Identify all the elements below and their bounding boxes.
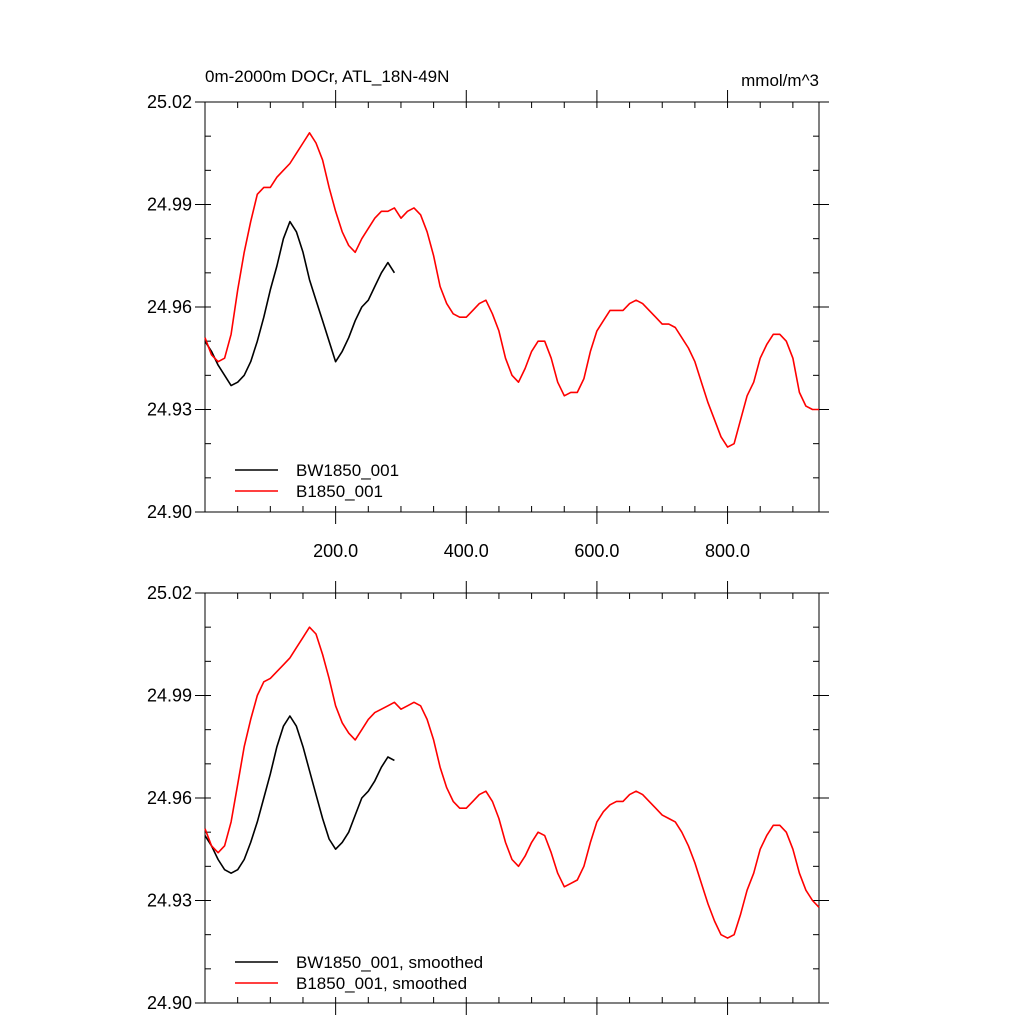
top-chart-units: mmol/m^3 (741, 71, 819, 90)
top-y-tick-label: 24.90 (147, 502, 192, 522)
bottom-y-tick-label: 25.02 (147, 583, 192, 603)
bottom-chart-series (204, 626, 820, 939)
top-chart-title: 0m-2000m DOCr, ATL_18N-49N (205, 67, 449, 86)
bottom-y-tick-label: 24.93 (147, 891, 192, 911)
top-x-tick-label: 200.0 (313, 541, 358, 561)
top-x-tick-label: 600.0 (574, 541, 619, 561)
bottom-y-tick-label: 24.99 (147, 686, 192, 706)
top-chart-legend: BW1850_001 B1850_001 (235, 461, 399, 501)
legend-label-bw1850-001-smoothed: BW1850_001, smoothed (296, 953, 483, 972)
top-series-line-bw1850-001 (204, 220, 396, 387)
legend-label-bw1850-001: BW1850_001 (296, 461, 399, 480)
top-series-line-b1850-001 (204, 132, 819, 448)
top-y-tick-label: 24.93 (147, 400, 192, 420)
legend-label-b1850-001: B1850_001 (296, 482, 383, 501)
top-chart-axes: 24.90 24.93 24.96 24.99 25.02 200.0 400.0 600.0… (147, 90, 829, 561)
top-chart-series (204, 132, 819, 448)
top-x-tick-label: 800.0 (705, 541, 750, 561)
bottom-plot-frame (204, 592, 820, 1004)
top-y-tick-label: 24.99 (147, 195, 192, 215)
bottom-series-line-bw1850-001-smoothed (204, 715, 395, 875)
bottom-series-line-b1850-001-smoothed (204, 626, 820, 939)
bottom-y-tick-label: 24.90 (147, 993, 192, 1013)
top-y-tick-label: 24.96 (147, 297, 192, 317)
bottom-chart-legend: BW1850_001, smoothed B1850_001, smoothed (235, 953, 483, 993)
top-chart-panel: 0m-2000m DOCr, ATL_18N-49N mmol/m^3 24.9… (147, 67, 829, 561)
bottom-chart-panel: 24.90 24.93 24.96 24.99 25.02 BW1850_001, sm… (147, 581, 829, 1015)
bottom-chart-axes: 24.90 24.93 24.96 24.99 25.02 (147, 581, 829, 1015)
top-plot-frame (204, 101, 820, 513)
bottom-y-tick-label: 24.96 (147, 788, 192, 808)
top-y-tick-label: 25.02 (147, 92, 192, 112)
top-x-tick-label: 400.0 (444, 541, 489, 561)
legend-label-b1850-001-smoothed: B1850_001, smoothed (296, 974, 467, 993)
